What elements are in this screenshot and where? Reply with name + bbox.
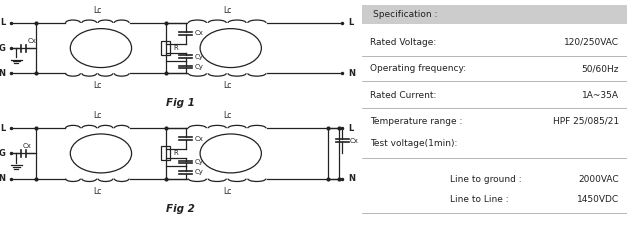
- Text: G: G: [0, 149, 6, 158]
- Text: HPF 25/085/21: HPF 25/085/21: [553, 117, 619, 126]
- Text: Fig 2: Fig 2: [166, 204, 195, 214]
- Text: L: L: [348, 18, 353, 27]
- Text: L: L: [0, 18, 6, 27]
- Text: 1450VDC: 1450VDC: [577, 195, 619, 204]
- Text: Cx: Cx: [194, 136, 204, 142]
- Text: Fig 1: Fig 1: [166, 98, 195, 109]
- Text: 2000VAC: 2000VAC: [579, 175, 619, 184]
- Text: Rated Voltage:: Rated Voltage:: [371, 38, 436, 47]
- Text: 1A~35A: 1A~35A: [582, 90, 619, 100]
- Bar: [161, 41, 171, 55]
- Text: Temperature range :: Temperature range :: [371, 117, 463, 126]
- Text: Rated Current:: Rated Current:: [371, 90, 437, 100]
- Text: Line to ground :: Line to ground :: [450, 175, 521, 184]
- Text: N: N: [0, 174, 6, 183]
- Text: 120/250VAC: 120/250VAC: [564, 38, 619, 47]
- Text: Cy: Cy: [194, 54, 204, 60]
- Text: Cy: Cy: [194, 159, 204, 165]
- Text: L: L: [348, 124, 353, 133]
- Text: Lc: Lc: [223, 6, 231, 15]
- Text: Line to Line :: Line to Line :: [450, 195, 508, 204]
- Text: N: N: [0, 69, 6, 78]
- Text: Lc: Lc: [223, 81, 231, 90]
- Text: Cx: Cx: [23, 143, 31, 149]
- Text: Cx: Cx: [28, 38, 37, 44]
- Text: R: R: [173, 45, 178, 51]
- Text: R: R: [173, 150, 178, 156]
- Text: Lc: Lc: [93, 111, 102, 120]
- Text: Cy: Cy: [194, 64, 204, 70]
- Text: Cy: Cy: [194, 169, 204, 175]
- Text: Specification :: Specification :: [373, 10, 438, 19]
- Text: G: G: [0, 44, 6, 53]
- Text: Lc: Lc: [93, 187, 102, 196]
- Text: 50/60Hz: 50/60Hz: [582, 64, 619, 73]
- Text: Cx: Cx: [350, 138, 359, 144]
- Text: N: N: [348, 174, 355, 183]
- Text: Lc: Lc: [223, 187, 231, 196]
- Bar: [161, 146, 171, 161]
- Text: Lc: Lc: [223, 111, 231, 120]
- Text: Lc: Lc: [93, 81, 102, 90]
- Text: Operating frequency:: Operating frequency:: [371, 64, 466, 73]
- FancyBboxPatch shape: [362, 5, 627, 24]
- Text: Cx: Cx: [194, 30, 204, 36]
- Text: Test voltage(1min):: Test voltage(1min):: [371, 139, 458, 148]
- Text: Lc: Lc: [93, 6, 102, 15]
- Text: L: L: [0, 124, 6, 133]
- Text: N: N: [348, 69, 355, 78]
